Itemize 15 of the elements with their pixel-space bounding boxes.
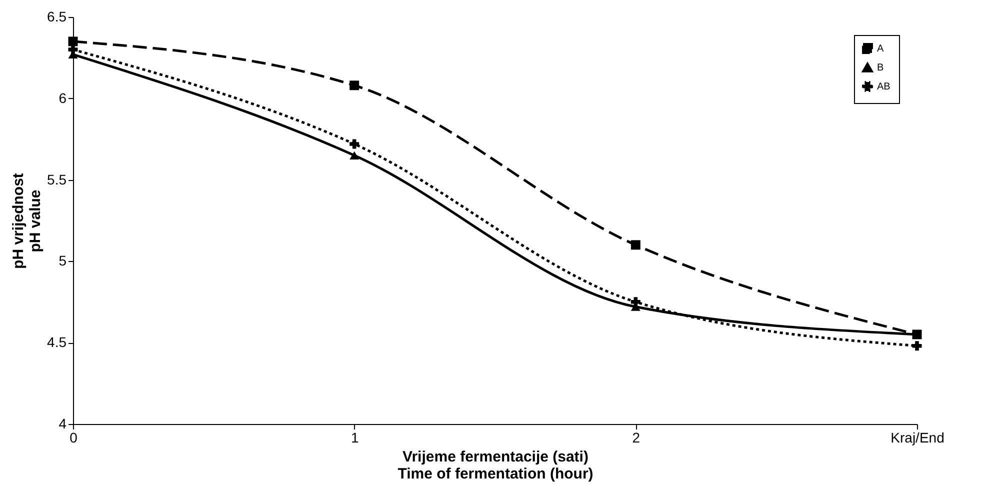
y-tick-label: 5.5 — [47, 171, 67, 188]
x-tick-label: Kraj/End — [890, 430, 944, 446]
y-tick-label: 4.5 — [47, 334, 67, 350]
legend-label: A — [877, 44, 884, 54]
legend-label: B — [877, 62, 884, 74]
y-tick-label: 6.5 — [47, 8, 67, 24]
y-axis-title: pH vrijednost pH value — [10, 173, 44, 269]
x-axis-title: Vrijeme fermentacije (sati) Time of fermentation (hour) — [398, 448, 594, 482]
y-tick-label: 4 — [58, 416, 67, 432]
x-tick-label: 2 — [632, 430, 640, 446]
y-tick-label: 6 — [58, 90, 67, 106]
x-tick-label: 1 — [350, 430, 359, 446]
x-tick-label: 0 — [70, 430, 78, 446]
legend-label: AB — [877, 82, 891, 92]
y-tick-label: 5 — [58, 252, 67, 269]
